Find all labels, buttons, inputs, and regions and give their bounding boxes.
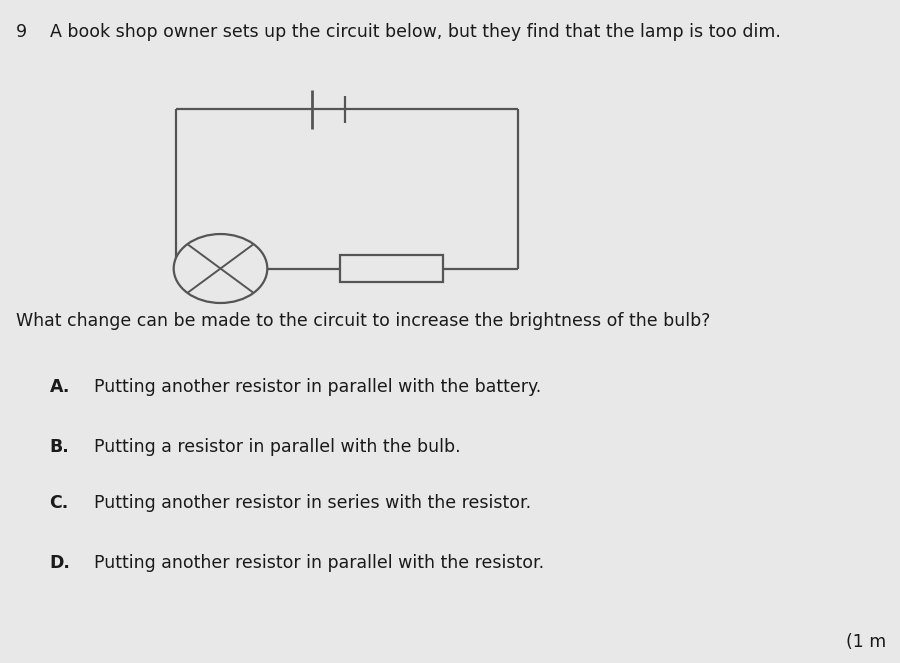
Bar [340, 255, 443, 282]
Text: Putting another resistor in parallel with the battery.: Putting another resistor in parallel wit… [94, 378, 542, 396]
Text: (1 m: (1 m [846, 633, 886, 651]
Text: What change can be made to the circuit to increase the brightness of the bulb?: What change can be made to the circuit t… [16, 312, 711, 330]
Text: Putting another resistor in parallel with the resistor.: Putting another resistor in parallel wit… [94, 554, 544, 572]
Text: 9: 9 [16, 23, 27, 41]
Text: A book shop owner sets up the circuit below, but they find that the lamp is too : A book shop owner sets up the circuit be… [50, 23, 780, 41]
Text: C.: C. [50, 494, 68, 512]
Circle shape [174, 234, 267, 303]
Text: Putting another resistor in series with the resistor.: Putting another resistor in series with … [94, 494, 532, 512]
Text: A.: A. [50, 378, 70, 396]
Text: D.: D. [50, 554, 70, 572]
Text: B.: B. [50, 438, 69, 455]
Text: Putting a resistor in parallel with the bulb.: Putting a resistor in parallel with the … [94, 438, 461, 455]
